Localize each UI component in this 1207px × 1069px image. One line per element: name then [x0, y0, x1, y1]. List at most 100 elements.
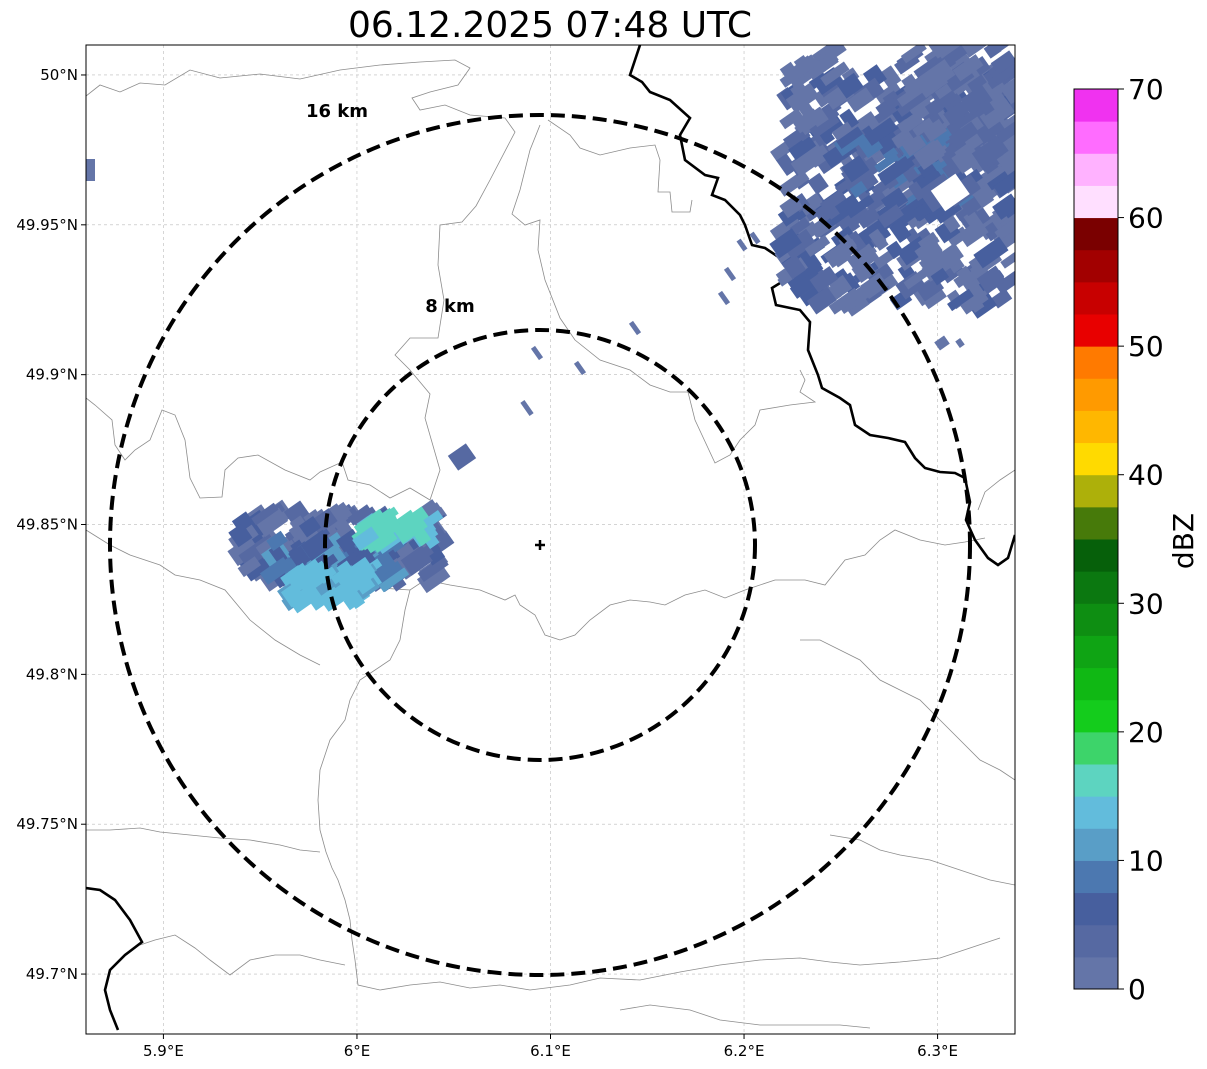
y-tick-label: 49.75°N [16, 815, 78, 833]
echo-pixel [347, 504, 373, 526]
y-tick-label: 49.8°N [26, 665, 78, 683]
range-ring-8km [323, 328, 757, 762]
echo-pixel [283, 500, 310, 526]
municipal-borders [86, 59, 1015, 1029]
echo-pixel [841, 155, 870, 183]
echo-pixel [255, 507, 289, 537]
colorbar-segment [1074, 474, 1118, 508]
echo-pixel [233, 536, 259, 560]
colorbar-segment [1074, 571, 1118, 604]
echo-pixel [769, 228, 802, 259]
echo-pixel [447, 443, 477, 471]
colorbar-segment [1074, 924, 1118, 958]
echo-pixel [804, 234, 831, 257]
echo-pixel [983, 45, 1002, 59]
echo-pixel [955, 265, 976, 287]
colorbar: 0 10 20 30 40 50 60 70 [1073, 73, 1164, 1006]
echo-pixel [284, 562, 313, 590]
echo-pixel [943, 104, 966, 126]
echo-pixel [918, 59, 956, 93]
colorbar-segment [1074, 635, 1118, 669]
y-tick-label: 49.9°N [26, 366, 78, 384]
echo-pixel [903, 76, 926, 97]
echo-pixel [900, 45, 927, 64]
colorbar-segment [1074, 764, 1118, 797]
colorbar-segment [1074, 796, 1118, 829]
echo-pixel [628, 320, 642, 336]
echo-pixel [790, 136, 818, 162]
echo-pixel [996, 142, 1015, 176]
echo-pixel [834, 193, 862, 219]
echo-pixel [851, 258, 877, 284]
echo-pixel [822, 45, 847, 64]
echo-pixel [952, 54, 984, 82]
echo-pixel [966, 294, 985, 313]
colorbar-segment [1074, 185, 1118, 219]
echo-pixel [936, 90, 958, 109]
echo-pixel [999, 77, 1015, 105]
colorbar-segment [1074, 378, 1118, 411]
echo-pixel [960, 84, 993, 116]
echo-pixel [967, 74, 987, 93]
echo-pixel [918, 98, 945, 124]
echo-pixel [902, 133, 923, 153]
colorbar-segment [1074, 506, 1118, 540]
echo-pixel [930, 267, 950, 286]
echo-pixel [736, 238, 748, 252]
echo-pixel [298, 515, 322, 538]
colorbar-tick-label: 40 [1128, 459, 1164, 492]
echo-pixel [846, 243, 880, 274]
echo-pixel [836, 72, 864, 99]
colorbar-segment [1074, 539, 1118, 572]
colorbar-segment [1074, 410, 1118, 444]
echo-pixel [844, 230, 867, 254]
echo-pixel [820, 61, 850, 87]
echo-pixel [259, 556, 292, 585]
colorbar-segment [1074, 346, 1118, 379]
echo-pixel [798, 192, 824, 216]
echo-pixel [228, 522, 253, 548]
echo-pixel [880, 187, 909, 214]
echo-pixel [416, 562, 451, 594]
echo-pixel [868, 228, 889, 251]
x-tick-label: 6.3°E [917, 1042, 958, 1060]
echo-pixel [781, 254, 807, 280]
echo-pixel [842, 238, 857, 253]
y-tick-label: 49.85°N [16, 516, 78, 534]
colorbar-segment [1074, 442, 1118, 476]
echo-pixel [990, 50, 1015, 75]
x-tick-label: 6°E [344, 1042, 371, 1060]
echo-pixel [885, 240, 905, 260]
colorbar-segment [1074, 603, 1118, 636]
echo-pixel [789, 217, 811, 236]
echo-pixel [790, 145, 826, 177]
echo-gap [930, 173, 970, 212]
colorbar-label: dBZ [1167, 513, 1200, 569]
y-tick-label: 50°N [40, 66, 78, 84]
echo-pixel [776, 153, 798, 176]
echo-pixel [785, 82, 820, 114]
echo-pixel [1000, 251, 1015, 269]
echo-pixel [288, 545, 311, 569]
echo-pixel [973, 236, 1009, 269]
colorbar-segment [1074, 249, 1118, 283]
colorbar-frame [1073, 88, 1119, 990]
echo-pixel [911, 202, 933, 222]
echo-pixel [378, 567, 410, 593]
echo-pixel [86, 159, 95, 181]
echo-pixel [896, 111, 924, 136]
echo-pixel [289, 515, 308, 533]
national-border [86, 45, 1015, 1031]
echo-pixel [914, 237, 943, 264]
echo-pixel [749, 231, 761, 245]
echo-pixel [352, 526, 380, 551]
echo-pixel [287, 585, 318, 614]
echo-pixel [717, 290, 731, 306]
echo-pixel [921, 251, 956, 282]
echo-pixel [917, 139, 947, 167]
echo-pixel [392, 511, 428, 544]
echo-pixel [913, 53, 944, 80]
echo-pixel [831, 121, 857, 146]
echo-pixel [987, 121, 1005, 138]
echo-pixel [344, 556, 376, 586]
